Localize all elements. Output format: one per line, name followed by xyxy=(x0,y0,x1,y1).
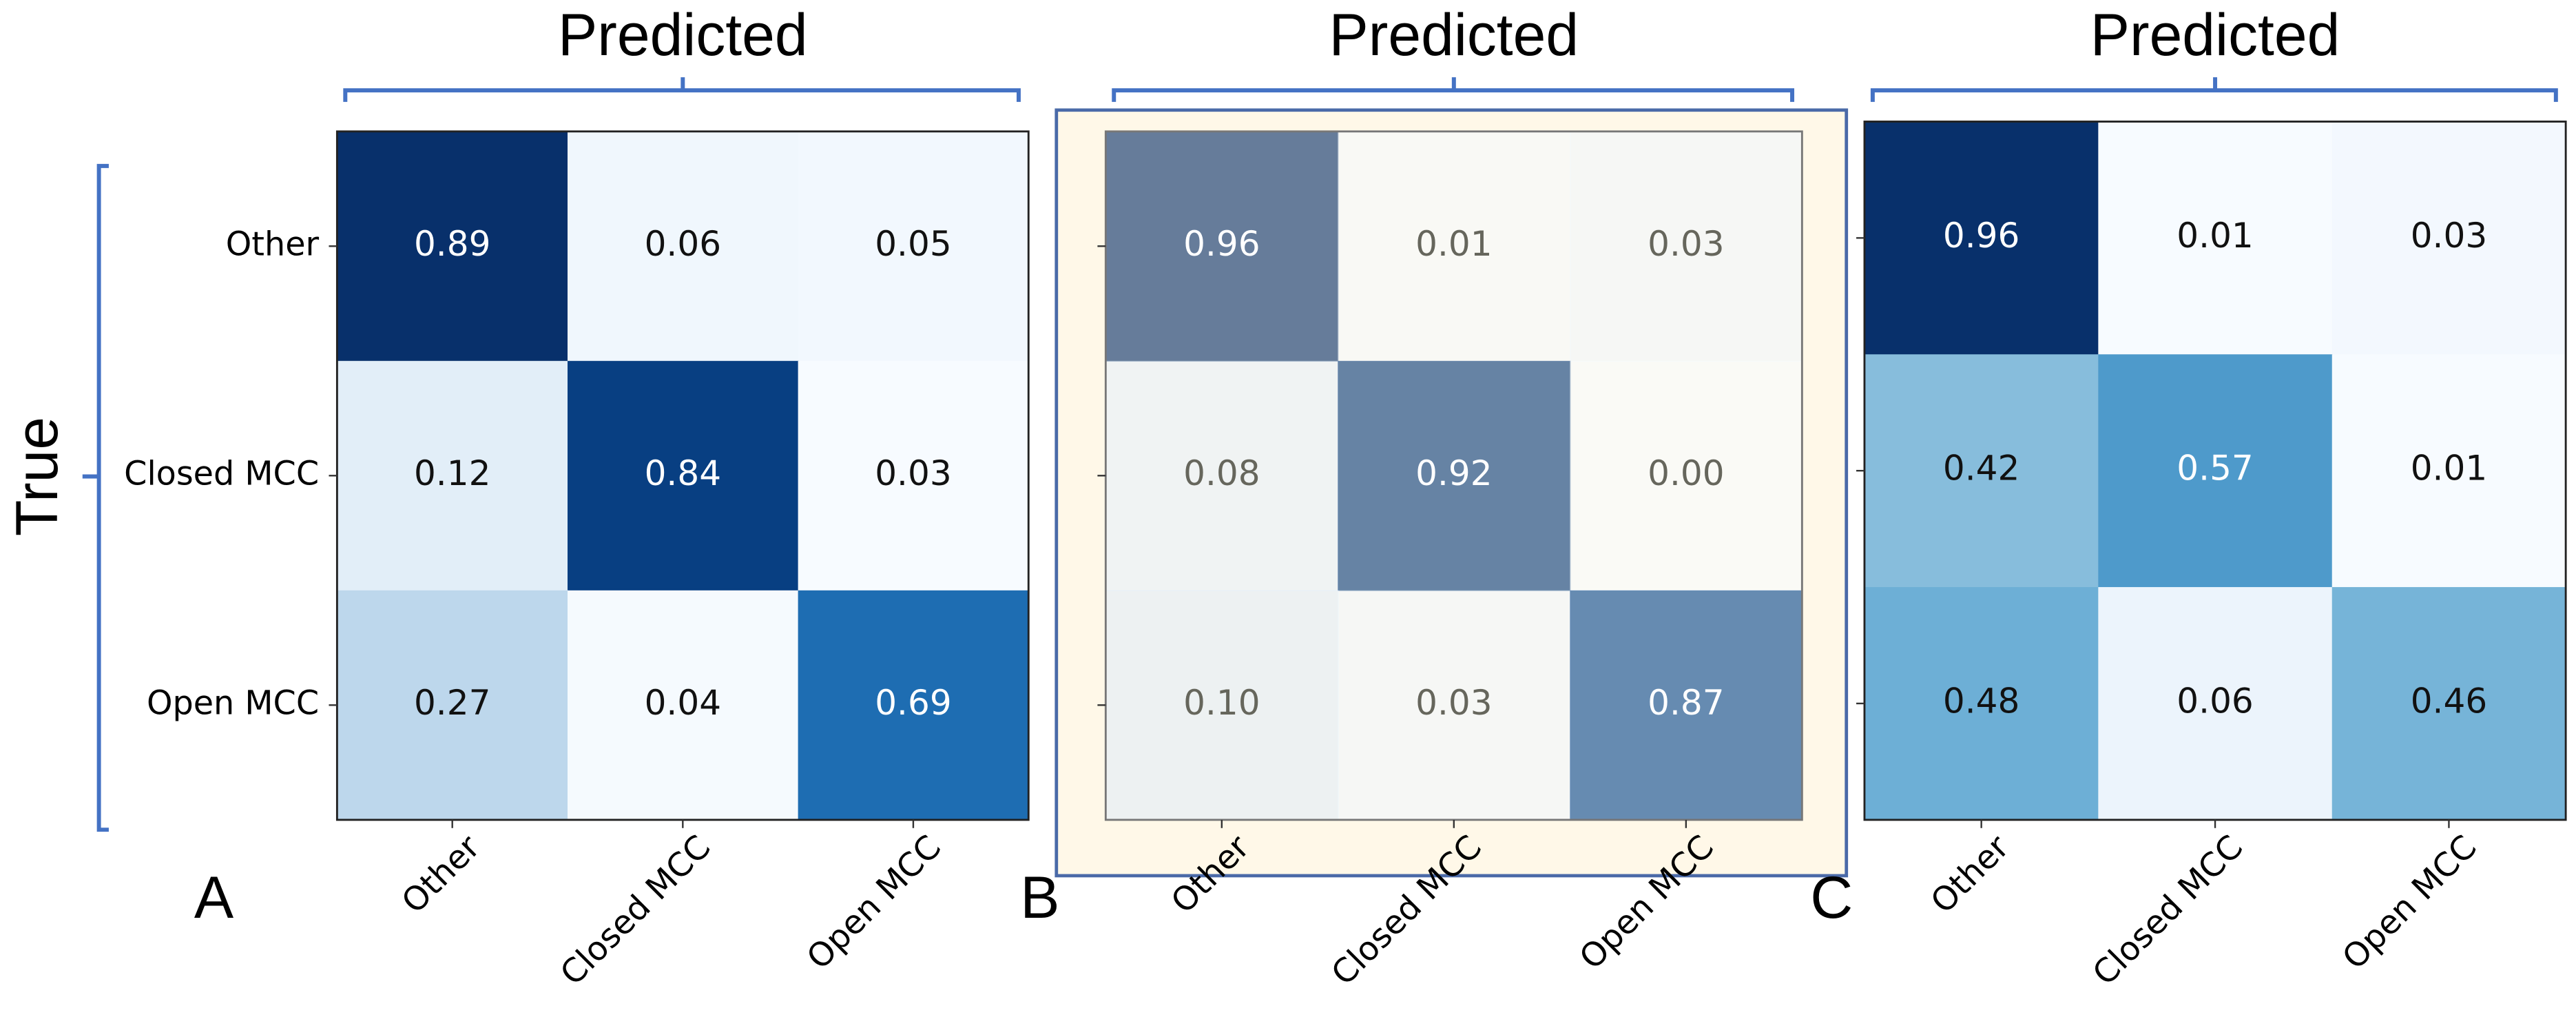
heatmap-cell xyxy=(1338,590,1571,821)
panel-label: B xyxy=(1020,865,1059,931)
heatmap-cell xyxy=(798,590,1030,821)
cell-value: 0.46 xyxy=(2411,681,2487,721)
x-tick-label: Other xyxy=(1924,828,2017,921)
heatmap-cell xyxy=(1105,590,1339,821)
x-tick-label: Closed MCC xyxy=(553,828,718,993)
heatmap-cell xyxy=(568,590,799,821)
heatmap-cell xyxy=(1105,131,1339,362)
heatmap-cell xyxy=(1864,587,2099,821)
bracket xyxy=(343,77,1021,102)
chart-title: Predicted xyxy=(558,2,808,68)
cell-value: 0.03 xyxy=(2411,216,2487,256)
heatmap-cell xyxy=(798,131,1030,362)
heatmap-cell xyxy=(337,360,569,592)
heatmap-cell xyxy=(2331,587,2567,821)
chart-title: Predicted xyxy=(1329,2,1579,68)
x-tick-label: Other xyxy=(395,828,488,921)
heatmap-cell xyxy=(1864,121,2099,356)
heatmap-cell xyxy=(337,590,569,821)
cell-value: 0.04 xyxy=(645,683,721,723)
cell-value: 0.01 xyxy=(2411,449,2487,489)
x-tick-label: Open MCC xyxy=(800,828,948,977)
x-tick-label: Open MCC xyxy=(2336,828,2484,977)
heatmap-cell xyxy=(337,131,569,362)
heatmap-cell xyxy=(2098,354,2333,588)
cell-value: 0.96 xyxy=(1183,224,1260,264)
heatmap-cell xyxy=(1338,360,1571,592)
heatmap-cell xyxy=(1338,131,1571,362)
cell-value: 0.48 xyxy=(1943,681,2019,721)
cell-value: 0.96 xyxy=(1943,216,2019,256)
heatmap-cell xyxy=(1105,360,1339,592)
cell-value: 0.89 xyxy=(414,224,490,264)
panel-label: C xyxy=(1810,865,1853,931)
cell-value: 0.87 xyxy=(1648,683,1724,723)
cell-value: 0.69 xyxy=(875,683,951,723)
heatmap-cell xyxy=(1570,590,1803,821)
cell-value: 0.05 xyxy=(875,224,951,264)
cell-value: 0.01 xyxy=(2177,216,2253,256)
panel-label: A xyxy=(194,865,234,931)
heatmap-cell xyxy=(2098,121,2333,356)
cell-value: 0.92 xyxy=(1415,453,1492,493)
heatmap-cell xyxy=(1570,360,1803,592)
y-tick-label: Open MCC xyxy=(147,684,319,722)
cell-value: 0.84 xyxy=(645,453,721,493)
heatmap-cell xyxy=(1570,131,1803,362)
heatmap-cell xyxy=(1864,354,2099,588)
chart-title: Predicted xyxy=(2090,2,2340,68)
bracket xyxy=(1112,77,1795,102)
bracket xyxy=(82,163,109,832)
bracket xyxy=(1870,77,2558,102)
cell-value: 0.06 xyxy=(2177,681,2253,721)
cell-value: 0.03 xyxy=(1415,683,1492,723)
cell-value: 0.00 xyxy=(1648,453,1724,493)
cell-value: 0.03 xyxy=(875,453,951,493)
y-tick-label: Closed MCC xyxy=(124,455,319,493)
heatmap-cell xyxy=(568,131,799,362)
cell-value: 0.01 xyxy=(1415,224,1492,264)
heatmap-cell xyxy=(798,360,1030,592)
cell-value: 0.42 xyxy=(1943,449,2019,489)
y-tick-label: Other xyxy=(226,225,320,263)
heatmap-cell xyxy=(568,360,799,592)
cell-value: 0.27 xyxy=(414,683,490,723)
cell-value: 0.10 xyxy=(1183,683,1260,723)
y-axis-label: True xyxy=(4,417,70,536)
cell-value: 0.06 xyxy=(645,224,721,264)
heatmap-cell xyxy=(2331,121,2567,356)
heatmap-cell xyxy=(2331,354,2567,588)
heatmap-cell xyxy=(2098,587,2333,821)
cell-value: 0.03 xyxy=(1648,224,1724,264)
cell-value: 0.12 xyxy=(414,453,490,493)
cell-value: 0.08 xyxy=(1183,453,1260,493)
cell-value: 0.57 xyxy=(2177,449,2253,489)
x-tick-label: Closed MCC xyxy=(2086,828,2250,993)
